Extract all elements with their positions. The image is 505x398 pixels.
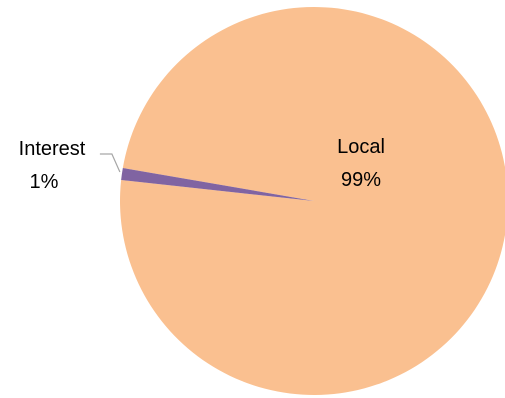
pie-slice-interest (121, 167, 315, 201)
data-label-local-percent: 99% (341, 169, 381, 191)
data-label-local-category: Local (337, 136, 385, 158)
data-label-interest-percent: 1% (30, 171, 59, 193)
data-labels-layer: Local 99% Interest 1% (19, 136, 385, 193)
slices-layer (120, 7, 505, 395)
data-label-interest-category: Interest (19, 138, 86, 160)
leader-line-interest (99, 153, 121, 173)
pie-slice-local (120, 7, 505, 395)
leader-lines-layer (99, 153, 121, 173)
